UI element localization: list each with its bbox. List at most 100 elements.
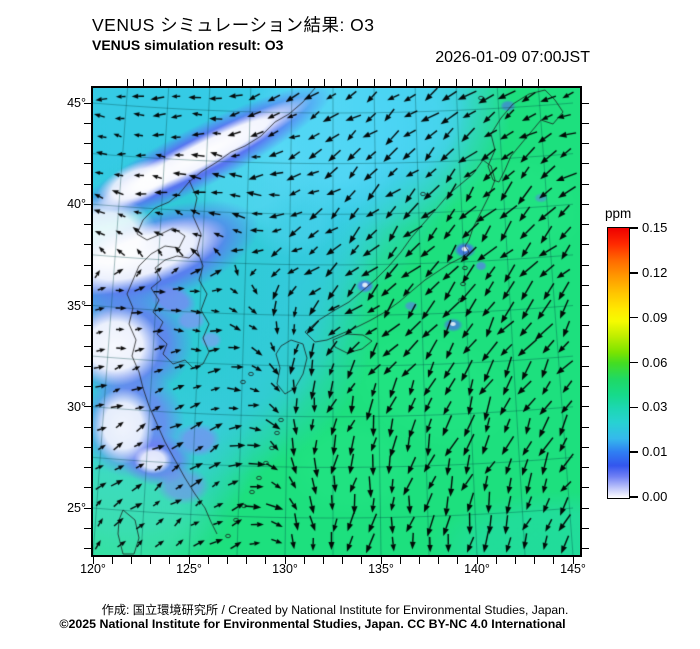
- lon-tick: [209, 79, 211, 86]
- lon-tick: [111, 557, 113, 564]
- lon-tick: [258, 79, 260, 86]
- lon-tick: [188, 557, 190, 564]
- lon-tick: [514, 557, 516, 564]
- lat-tick: [582, 548, 589, 549]
- page-title-jp: VENUS シミュレーション結果: O3: [92, 15, 375, 35]
- lat-tick: [84, 527, 91, 529]
- lon-tick: [553, 557, 555, 564]
- lon-tick: [476, 557, 478, 564]
- lon-label-135: 135°: [368, 562, 394, 576]
- lon-tick: [422, 79, 424, 86]
- lon-tick: [534, 557, 536, 564]
- colorbar-tick-label: 0.03: [642, 399, 668, 415]
- lon-tick: [225, 79, 227, 86]
- lat-tick: [582, 264, 589, 266]
- lon-tick: [291, 79, 293, 86]
- lat-tick: [582, 527, 589, 529]
- lon-tick: [274, 79, 276, 86]
- lon-tick: [265, 557, 267, 564]
- lon-tick: [457, 557, 459, 564]
- lon-tick: [169, 557, 171, 564]
- colorbar-tick-label: 0.01: [642, 444, 668, 460]
- colorbar-tick-label: 0.06: [642, 354, 668, 370]
- colorbar-tick: [629, 496, 638, 498]
- lon-label-130: 130°: [272, 562, 298, 576]
- lat-tick: [582, 467, 589, 468]
- lat-tick: [582, 365, 589, 367]
- lon-tick: [246, 557, 248, 564]
- lat-tick: [84, 264, 91, 266]
- lon-tick: [176, 79, 178, 86]
- attribution-line1: 作成: 国立環境研究所 / Created by National Instit…: [101, 603, 569, 617]
- lon-tick: [192, 79, 194, 86]
- lat-tick: [582, 325, 589, 327]
- lon-tick: [439, 79, 441, 86]
- lon-tick: [226, 557, 228, 564]
- lon-tick: [92, 557, 94, 564]
- lat-label-40: 40°: [67, 197, 86, 212]
- lat-label-30: 30°: [67, 399, 86, 414]
- lon-label-140: 140°: [464, 562, 490, 576]
- lon-tick: [361, 557, 363, 564]
- lat-tick: [84, 446, 91, 448]
- lat-tick: [582, 305, 589, 306]
- colorbar-tick-label: 0.12: [642, 264, 668, 280]
- lat-tick: [582, 203, 589, 205]
- lat-tick: [582, 224, 589, 225]
- lon-tick: [488, 79, 490, 86]
- lat-tick: [84, 386, 91, 387]
- lon-tick: [380, 557, 382, 564]
- lon-tick: [357, 79, 359, 86]
- lat-label-35: 35°: [67, 298, 86, 313]
- lat-tick: [84, 284, 91, 286]
- colorbar-tick-label: 0.09: [642, 309, 668, 325]
- colorbar-tick: [629, 451, 638, 453]
- lat-tick: [84, 467, 91, 468]
- lat-tick: [582, 122, 589, 124]
- lon-tick: [303, 557, 305, 564]
- colorbar: [606, 226, 630, 499]
- lat-tick: [582, 446, 589, 448]
- lon-tick: [127, 79, 129, 86]
- lat-label-45: 45°: [67, 96, 86, 110]
- lat-tick: [84, 325, 91, 327]
- lon-tick: [390, 79, 392, 86]
- lat-tick: [582, 143, 589, 144]
- colorbar-unit-label: ppm: [605, 206, 632, 221]
- lon-tick: [537, 79, 539, 86]
- colorbar-tick: [629, 406, 638, 409]
- lon-tick: [143, 79, 145, 86]
- lat-tick: [84, 406, 91, 408]
- lat-tick: [582, 507, 589, 509]
- lon-tick: [399, 557, 401, 564]
- lon-tick: [438, 557, 440, 564]
- lat-tick: [582, 386, 589, 387]
- lat-tick: [582, 183, 589, 185]
- lon-tick: [495, 557, 497, 564]
- colorbar-tick: [629, 227, 638, 229]
- lat-tick: [582, 163, 589, 165]
- lon-tick: [342, 557, 344, 564]
- lon-tick: [340, 79, 342, 86]
- lon-tick: [242, 79, 244, 86]
- colorbar-tick: [629, 361, 638, 364]
- lon-tick: [472, 79, 474, 86]
- colorbar-tick-label: 0.00: [642, 489, 668, 504]
- page-title-en: VENUS simulation result: O3: [92, 37, 284, 53]
- lat-tick: [84, 365, 91, 367]
- lat-tick: [84, 143, 91, 144]
- lon-label-145: 145°: [560, 562, 586, 576]
- lat-tick: [84, 183, 91, 185]
- lat-tick: [84, 305, 91, 306]
- lon-tick: [418, 557, 420, 564]
- lon-tick: [207, 557, 209, 564]
- lat-tick: [582, 345, 589, 347]
- lon-label-120: 120°: [80, 562, 106, 576]
- lat-tick: [84, 507, 91, 509]
- map-frame: [91, 86, 582, 557]
- simulation-map-canvas: [93, 88, 580, 555]
- lat-tick: [582, 244, 589, 246]
- lon-tick: [406, 79, 408, 86]
- lat-tick: [582, 426, 589, 428]
- lat-tick: [84, 163, 91, 165]
